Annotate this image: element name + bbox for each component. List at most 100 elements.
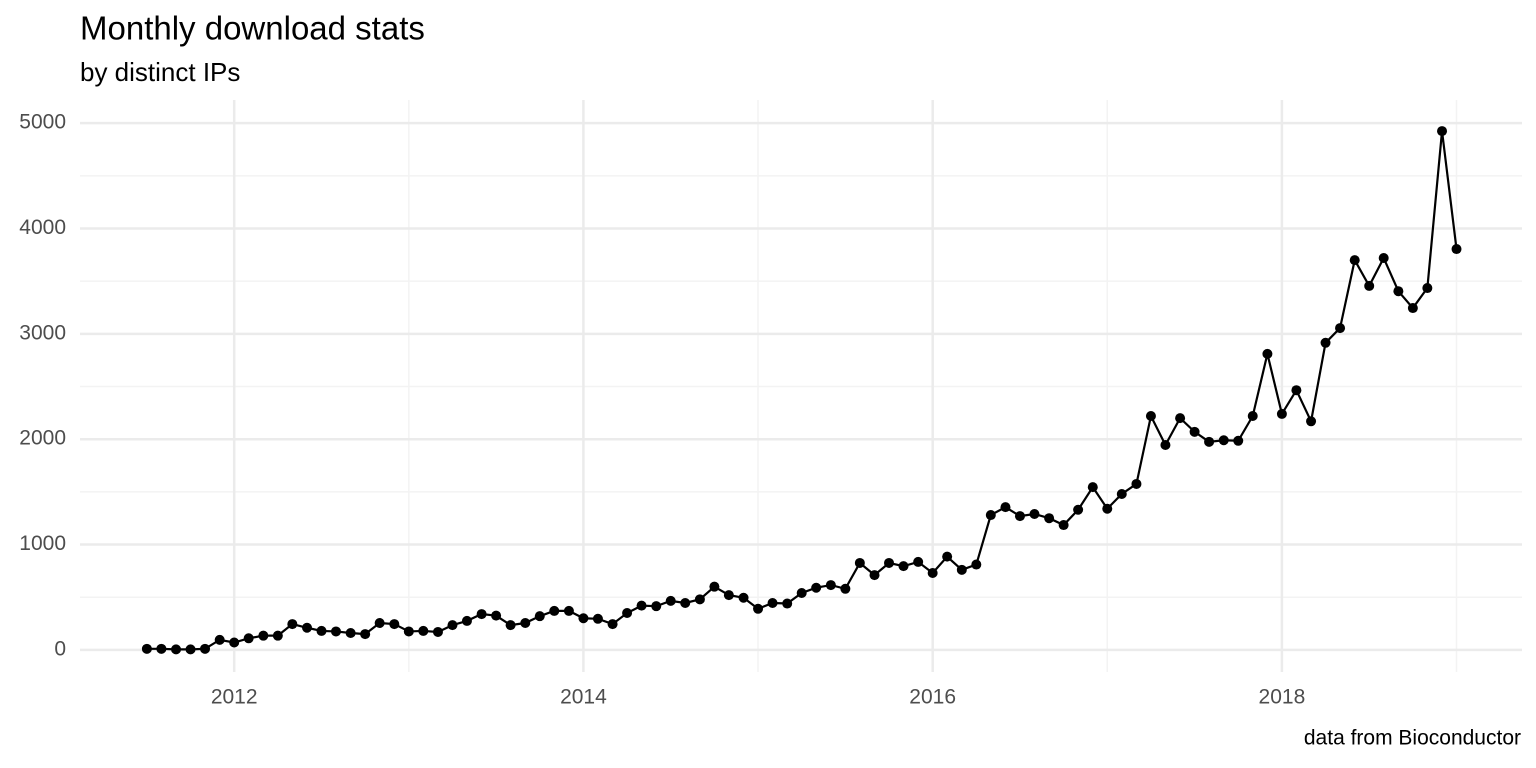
point: [287, 619, 298, 630]
point: [738, 592, 749, 603]
point: [1204, 436, 1215, 447]
point: [534, 611, 545, 622]
point: [243, 633, 254, 644]
y-tick-label: 2000: [19, 427, 66, 450]
x-tick-label: 2016: [909, 686, 956, 709]
point: [1058, 520, 1069, 531]
point: [971, 559, 982, 570]
chart-caption: data from Bioconductor: [1304, 727, 1521, 750]
point: [389, 619, 400, 630]
point: [898, 561, 909, 572]
point: [432, 626, 443, 637]
point: [1189, 426, 1200, 437]
point: [636, 600, 647, 611]
point: [1029, 508, 1040, 519]
point: [592, 613, 603, 624]
point: [418, 625, 429, 636]
point: [1276, 408, 1287, 419]
point: [461, 615, 472, 626]
point: [563, 605, 574, 616]
chart-title: Monthly download stats: [80, 10, 425, 47]
point: [505, 620, 516, 631]
point: [1437, 126, 1448, 137]
point: [1320, 337, 1331, 348]
point: [1393, 286, 1404, 297]
point: [214, 634, 225, 645]
point: [927, 567, 938, 578]
point: [1335, 323, 1346, 334]
point: [1247, 411, 1258, 422]
point: [272, 630, 283, 641]
point: [767, 598, 778, 609]
point: [491, 610, 502, 621]
point: [520, 618, 531, 629]
point: [229, 637, 240, 648]
point: [374, 618, 385, 629]
point: [782, 598, 793, 609]
point: [607, 619, 618, 630]
point: [956, 564, 967, 575]
point: [622, 608, 633, 619]
point: [345, 628, 356, 639]
point: [1262, 348, 1273, 359]
point: [694, 594, 705, 605]
point: [1364, 280, 1375, 291]
point: [403, 626, 414, 637]
point: [171, 644, 182, 655]
point: [258, 630, 269, 641]
point: [185, 644, 196, 655]
point: [840, 583, 851, 594]
point: [869, 570, 880, 581]
point: [680, 598, 691, 609]
point: [1160, 439, 1171, 450]
x-tick-label: 2012: [211, 686, 258, 709]
point: [1087, 482, 1098, 493]
chart-subtitle: by distinct IPs: [80, 57, 240, 87]
grid: [80, 100, 1522, 672]
point: [665, 595, 676, 606]
point: [709, 581, 720, 592]
point: [1102, 503, 1113, 514]
point: [447, 620, 458, 631]
point: [1422, 283, 1433, 294]
point: [942, 551, 953, 562]
point: [1073, 504, 1084, 515]
point: [1218, 435, 1229, 446]
y-tick-label: 0: [54, 637, 66, 660]
point: [651, 601, 662, 612]
point: [360, 629, 371, 640]
y-tick-label: 3000: [19, 321, 66, 344]
point: [985, 510, 996, 521]
point: [330, 626, 341, 637]
point: [913, 556, 924, 567]
x-tick-label: 2014: [560, 686, 607, 709]
point: [796, 587, 807, 598]
y-tick-label: 4000: [19, 216, 66, 239]
point: [549, 605, 560, 616]
point: [1175, 413, 1186, 424]
point: [1291, 385, 1302, 396]
point: [1306, 416, 1317, 427]
point: [1131, 478, 1142, 489]
point: [578, 613, 589, 624]
point: [1451, 244, 1462, 255]
point: [811, 582, 822, 593]
point: [1116, 488, 1127, 499]
point: [200, 643, 211, 654]
point: [854, 557, 865, 568]
point: [753, 603, 764, 614]
point: [1145, 411, 1156, 422]
point: [1407, 303, 1418, 314]
point: [1378, 253, 1389, 264]
point: [1000, 502, 1011, 513]
point: [141, 643, 152, 654]
x-tick-label: 2018: [1259, 686, 1306, 709]
point: [1044, 513, 1055, 524]
point: [316, 625, 327, 636]
point: [1349, 255, 1360, 266]
point: [156, 643, 167, 654]
point: [302, 622, 313, 633]
line: [146, 130, 1458, 651]
point: [476, 609, 487, 620]
